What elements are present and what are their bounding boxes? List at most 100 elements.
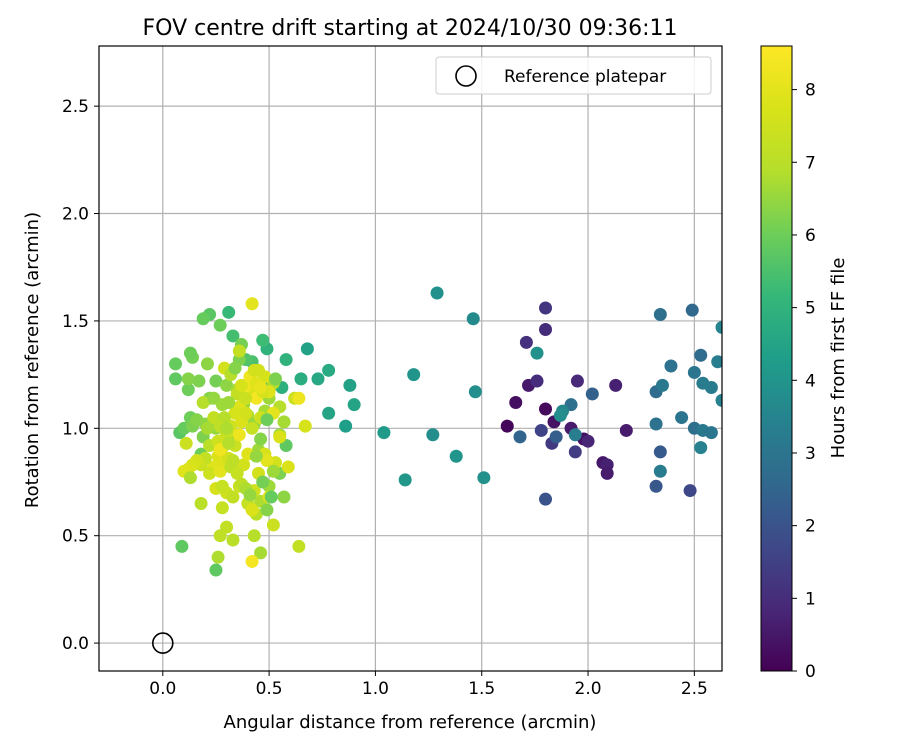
scatter-point [294, 372, 308, 386]
scatter-point [183, 346, 197, 360]
scatter-point [539, 323, 553, 337]
scatter-point [207, 391, 221, 405]
scatter-point [192, 374, 206, 388]
scatter-point [568, 445, 582, 459]
scatter-point [600, 466, 614, 480]
x-tick-label: 1.5 [468, 679, 495, 699]
scatter-point [704, 380, 718, 394]
scatter-point [281, 460, 295, 474]
scatter-point [509, 396, 523, 410]
scatter-point [222, 436, 236, 450]
scatter-point [209, 374, 223, 388]
scatter-point [260, 413, 274, 427]
y-tick-label: 1.5 [62, 312, 89, 332]
grid-lines [99, 46, 722, 671]
scatter-point [398, 473, 412, 487]
y-tick-label: 1.0 [62, 419, 89, 439]
scatter-point [519, 335, 533, 349]
scatter-point [553, 408, 567, 422]
scatter-point [200, 357, 214, 371]
y-axis-label: Rotation from reference (arcmin) [22, 212, 43, 508]
legend-box [435, 56, 712, 95]
scatter-point [675, 411, 689, 425]
scatter-point [215, 479, 229, 493]
scatter-point [169, 357, 183, 371]
scatter-point [407, 368, 421, 382]
reference-platepar-marker [151, 632, 174, 654]
scatter-point [426, 428, 440, 442]
scatter-point [256, 475, 270, 489]
colorbar-tick-label: 8 [805, 81, 816, 101]
scatter-point [279, 353, 293, 367]
scatter-point [245, 297, 259, 311]
scatter-point [292, 539, 306, 553]
scatter-point [211, 550, 225, 564]
y-tick-label: 2.5 [62, 97, 89, 117]
scatter-point [715, 393, 722, 407]
scatter-point [196, 312, 210, 326]
scatter-point [268, 372, 282, 386]
scatter-point [194, 496, 208, 510]
scatter-point [264, 490, 278, 504]
scatter-point [539, 301, 553, 315]
scatter-point [213, 318, 227, 332]
scatter-point [183, 471, 197, 485]
scatter-point [585, 387, 599, 401]
scatter-point [203, 466, 217, 480]
scatter-point [655, 378, 669, 392]
scatter-point [226, 533, 240, 547]
scatter-point [343, 378, 357, 392]
scatter-point [179, 436, 193, 450]
x-tick-label: 1.0 [362, 679, 389, 699]
scatter-point [694, 441, 708, 455]
scatter-point [222, 305, 236, 319]
scatter-point [449, 449, 463, 463]
scatter-point [260, 454, 274, 468]
scatter-point [466, 312, 480, 326]
scatter-point [704, 426, 718, 440]
scatter-point [500, 419, 514, 433]
y-tick-label: 2.0 [62, 205, 89, 225]
scatter-point [200, 421, 214, 435]
scatter-point [277, 415, 291, 429]
x-tick-label: 2.0 [575, 679, 602, 699]
scatter-point [649, 479, 663, 493]
y-axis-ticks: 0.0 0.5 1.0 1.5 2.0 2.5 [62, 97, 99, 654]
colorbar-ticks: 0 1 2 3 4 5 6 7 8 [792, 81, 816, 682]
scatter-point [430, 286, 444, 300]
x-tick-label: 0.0 [149, 679, 176, 699]
scatter-point [196, 396, 210, 410]
scatter-point [581, 434, 595, 448]
plot-frame [98, 45, 723, 672]
scatter-point [249, 449, 263, 463]
legend: Reference platepar [435, 56, 712, 95]
scatter-point [247, 363, 261, 377]
scatter-point [377, 426, 391, 440]
scatter-point [300, 342, 314, 356]
scatter-point [175, 539, 189, 553]
scatter-point [181, 372, 195, 386]
scatter-point [226, 329, 240, 343]
scatter-point [715, 320, 722, 334]
scatter-point [687, 365, 701, 379]
x-tick-label: 2.5 [681, 679, 708, 699]
scatter-point [711, 355, 722, 369]
legend-marker-icon [455, 65, 477, 87]
colorbar-tick-label: 0 [805, 662, 816, 682]
scatter-point [347, 398, 361, 412]
scatter-point [239, 391, 253, 405]
data-points [169, 286, 722, 577]
scatter-point [311, 372, 325, 386]
scatter-point [530, 374, 544, 388]
colorbar-label: Hours from first FF file [828, 258, 849, 459]
scatter-point [226, 454, 240, 468]
scatter-point [266, 518, 280, 532]
scatter-point [549, 430, 563, 444]
scatter-point [619, 423, 633, 437]
scatter-point [220, 378, 234, 392]
scatter-point [570, 374, 584, 388]
scatter-point [277, 490, 291, 504]
legend-label: Reference platepar [504, 67, 666, 87]
scatter-point [685, 303, 699, 317]
scatter-point [254, 432, 268, 446]
